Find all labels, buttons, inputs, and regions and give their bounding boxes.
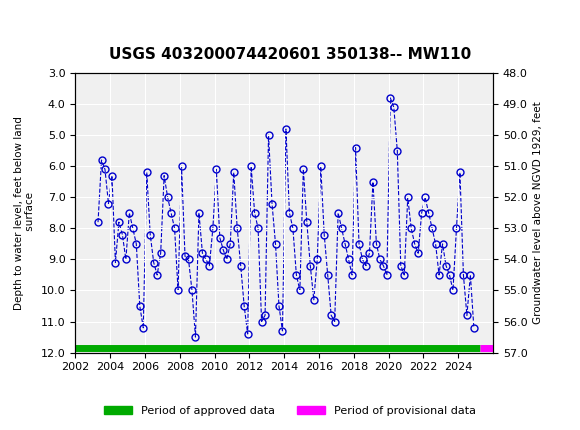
Y-axis label: Groundwater level above NGVD 1929, feet: Groundwater level above NGVD 1929, feet: [533, 101, 543, 324]
Text: USGS 403200074420601 350138-- MW110: USGS 403200074420601 350138-- MW110: [109, 47, 471, 62]
Text: ≡USGS: ≡USGS: [12, 16, 70, 35]
Legend: Period of approved data, Period of provisional data: Period of approved data, Period of provi…: [100, 401, 480, 420]
Y-axis label: Depth to water level, feet below land
 surface: Depth to water level, feet below land su…: [14, 116, 35, 310]
